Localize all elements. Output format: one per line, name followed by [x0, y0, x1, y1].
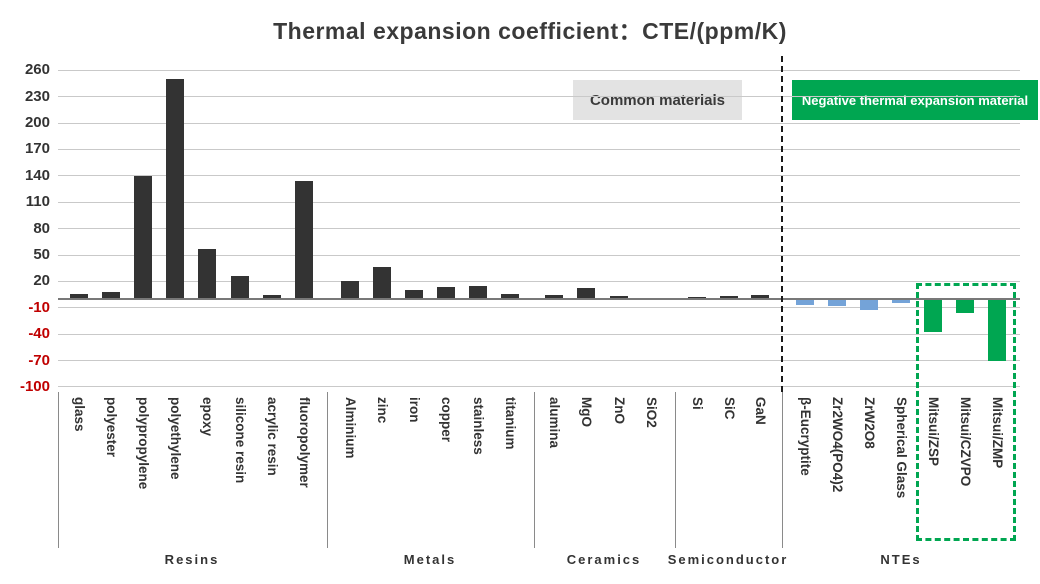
y-tick-label: 260: [24, 61, 50, 79]
bar-alminium: [341, 281, 359, 299]
bar-zr2wo4-po4-2: [828, 299, 846, 307]
bar-gan: [751, 295, 769, 299]
gridline: [58, 280, 1020, 282]
y-tick-label: -10: [28, 298, 50, 316]
y-tick-label: 140: [24, 166, 50, 184]
bar-polypropylene: [134, 175, 153, 299]
bar-fluoropolymer: [294, 181, 313, 299]
dashed-category-divider-line: [781, 56, 783, 392]
x-label: Spherical Glass: [894, 397, 909, 499]
x-label: Alminium: [343, 397, 358, 459]
x-label: iron: [407, 397, 422, 423]
bar-mgo: [577, 288, 596, 299]
mitsui-products-highlight-box: [916, 283, 1016, 541]
x-label: acrylic resin: [264, 397, 280, 476]
legend-common-materials-label: Common materials: [589, 91, 726, 109]
bar-zno: [609, 296, 628, 299]
x-label: Zr2WO4(PO4)2: [830, 397, 845, 493]
x-label: titanium: [503, 397, 518, 450]
y-tick-label: -100: [19, 377, 50, 395]
gridline: [58, 96, 1020, 98]
gridline: [58, 175, 1020, 177]
x-label: SiO2: [643, 397, 659, 428]
x-label: zinc: [375, 397, 390, 424]
x-label: glass: [72, 397, 87, 432]
bar-glass: [70, 293, 88, 299]
bar-zrw2o8: [860, 299, 878, 310]
bar-acrylic-resin: [262, 295, 281, 299]
bar-stainless: [469, 285, 487, 299]
x-label: GaN: [753, 397, 768, 425]
y-tick-label: 170: [24, 140, 50, 158]
group-divider: [782, 392, 783, 548]
x-label: stainless: [471, 397, 486, 455]
gridline: [58, 360, 1020, 362]
legend-negative-thermal-expansion: Negative thermal expansion material: [792, 80, 1038, 120]
bar-alumina: [545, 294, 563, 299]
chart-title: Thermal expansion coefficient：CTE/(ppm/K…: [273, 18, 787, 44]
y-tick-label: 110: [25, 193, 50, 211]
gridline: [58, 386, 1020, 388]
bar-polyester: [102, 291, 121, 299]
bar-copper: [437, 286, 455, 299]
x-label: silicone resin: [232, 397, 248, 484]
gridline: [58, 228, 1020, 230]
bar-spherical-glass: [892, 299, 910, 303]
gridline: [58, 201, 1020, 203]
legend-common-materials: Common materials: [573, 80, 742, 120]
bar-zinc: [373, 267, 391, 299]
x-label: Si: [690, 397, 705, 410]
x-label: fluoropolymer: [296, 397, 312, 488]
x-label: copper: [439, 397, 454, 443]
gridline: [58, 148, 1020, 150]
y-tick-label: 200: [24, 114, 50, 132]
x-label: SiC: [721, 397, 737, 420]
group-label-semiconductor: Semiconductor: [667, 552, 789, 567]
bar-mitsui-zsp: [924, 299, 942, 332]
x-label: polypropylene: [136, 397, 152, 490]
group-label-ntes: NTEs: [880, 552, 922, 567]
y-tick-label: 50: [33, 246, 50, 263]
x-label: ZrW2O8: [862, 397, 877, 449]
bar-mitsui-czvpo: [956, 299, 974, 314]
y-tick-label: -40: [28, 325, 50, 343]
group-divider: [58, 392, 59, 548]
y-tick-label: 230: [24, 87, 50, 105]
x-label: ZnO: [611, 397, 627, 424]
x-label: MgO: [579, 397, 595, 427]
x-label: polyester: [104, 397, 120, 458]
group-divider: [675, 392, 676, 548]
group-divider: [327, 392, 328, 548]
group-label-ceramics: Ceramics: [566, 552, 642, 567]
bar-silicone-resin: [230, 276, 249, 299]
x-label: epoxy: [200, 397, 216, 437]
bar-mitsui-zmp: [988, 299, 1006, 362]
gridline: [58, 307, 1020, 309]
bar-titanium: [501, 293, 519, 299]
bar-sic: [719, 295, 738, 299]
group-label-metals: Metals: [403, 552, 457, 567]
gridline: [58, 69, 1020, 71]
x-label: polyethylene: [168, 397, 184, 480]
x-label: alumina: [547, 397, 562, 449]
bar--eucryptite: [796, 299, 814, 306]
gridline: [58, 122, 1020, 124]
x-label: β-Eucryptite: [798, 397, 813, 476]
group-label-resins: Resins: [164, 552, 220, 567]
zero-axis-line: [58, 298, 1020, 300]
y-tick-label: 80: [33, 219, 50, 237]
y-tick-label: 20: [33, 272, 50, 290]
bar-polyethylene: [166, 79, 185, 299]
bar-epoxy: [198, 248, 217, 299]
group-divider: [534, 392, 535, 548]
gridline: [58, 333, 1020, 335]
y-tick-label: -70: [28, 351, 50, 369]
bar-si: [688, 296, 706, 299]
legend-negative-thermal-expansion-label: Negative thermal expansion material: [801, 92, 1029, 108]
bar-iron: [405, 290, 423, 299]
gridline: [58, 254, 1020, 256]
